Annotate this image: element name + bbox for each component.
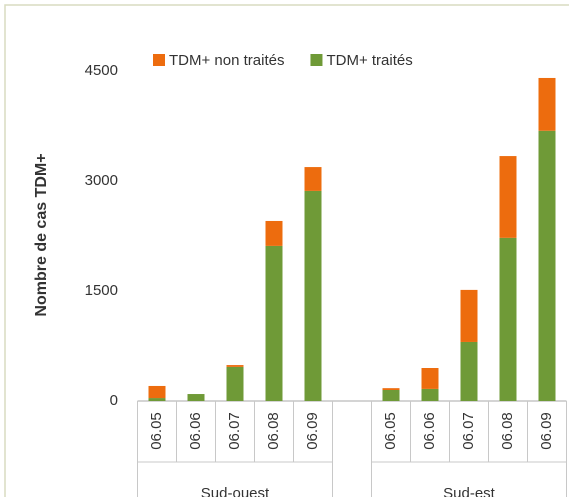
group-label: Sud-ouest <box>201 485 270 497</box>
y-tick-label: 0 <box>110 392 118 409</box>
bar-segment <box>265 245 283 401</box>
x-tick-label: 06.05 <box>382 412 399 450</box>
bar-segment <box>382 388 400 390</box>
bar-segment <box>304 190 322 401</box>
bar-segment <box>382 390 400 401</box>
legend-label: TDM+ traités <box>326 52 412 69</box>
bar-segment <box>265 220 283 246</box>
bar-segment <box>421 388 439 401</box>
bar-segment <box>538 77 556 131</box>
y-tick-label: 3000 <box>85 172 118 189</box>
y-tick-label: 1500 <box>85 282 118 299</box>
bar-segment <box>421 368 439 389</box>
bar-segment <box>538 130 556 401</box>
x-tick-label: 06.07 <box>460 412 477 450</box>
x-tick-label: 06.06 <box>187 412 204 450</box>
bar-segment <box>460 341 478 401</box>
legend-label: TDM+ non traités <box>169 52 284 69</box>
y-axis-title: Nombre de cas TDM+ <box>33 153 50 316</box>
bar-segment <box>499 156 517 238</box>
bar-segment <box>304 167 322 191</box>
group-label: Sud-est <box>443 485 496 497</box>
bar-segment <box>148 398 166 401</box>
bar-segment <box>499 237 517 401</box>
y-tick-label: 4500 <box>85 62 118 79</box>
legend-swatch <box>310 54 323 66</box>
x-tick-label: 06.08 <box>265 412 282 450</box>
bar-segment <box>460 289 478 342</box>
x-tick-label: 06.09 <box>538 412 555 450</box>
bar-segment <box>226 366 244 401</box>
x-tick-label: 06.08 <box>499 412 516 450</box>
legend-swatch <box>153 54 165 66</box>
x-tick-label: 06.05 <box>148 412 165 450</box>
chart-frame <box>4 4 569 497</box>
bar-segment <box>226 365 244 367</box>
x-tick-label: 06.09 <box>304 412 321 450</box>
bar-segment <box>148 385 166 399</box>
x-tick-label: 06.06 <box>421 412 438 450</box>
bar-segment <box>187 394 205 401</box>
x-tick-label: 06.07 <box>226 412 243 450</box>
